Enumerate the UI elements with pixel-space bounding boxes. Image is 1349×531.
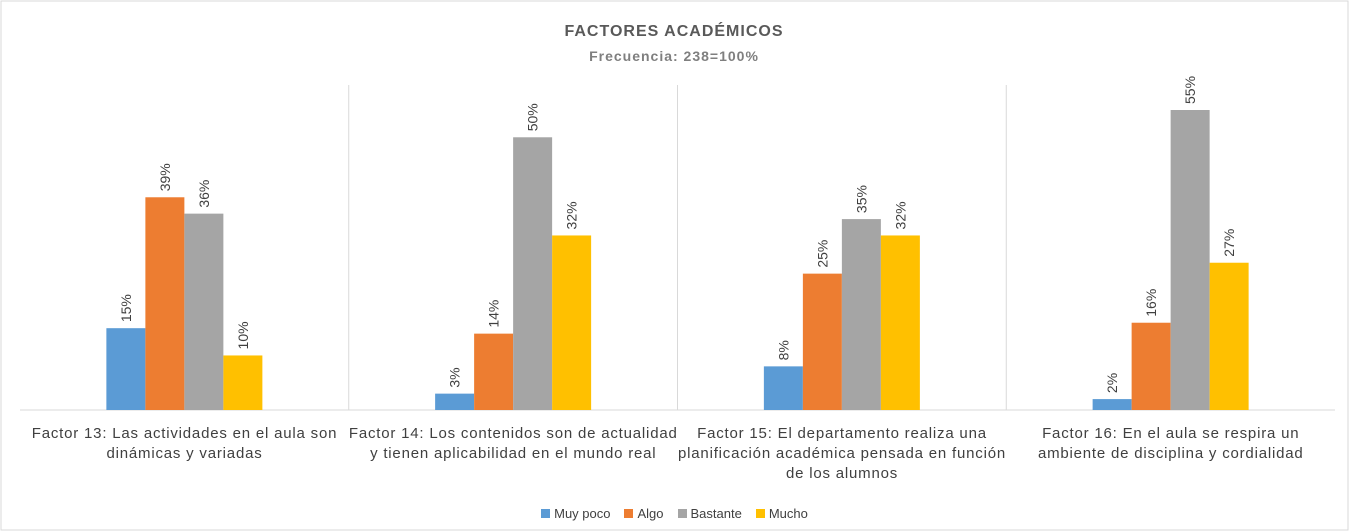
bar (1209, 262, 1249, 410)
bar (802, 273, 842, 410)
value-label: 32% (564, 201, 580, 229)
x-tick-label: Factor 16: En el aula se respira un ambi… (1037, 425, 1304, 462)
chart-title: FACTORES ACADÉMICOS (564, 21, 783, 40)
value-label: 14% (486, 300, 502, 328)
legend-swatch (755, 509, 765, 518)
x-tick-label: Factor 15: El departamento realiza una p… (678, 425, 1006, 482)
chart-subtitle: Frecuencia: 238=100% (589, 48, 759, 64)
legend-item: Bastante (677, 506, 742, 521)
x-tick-label: Factor 13: Las actividades en el aula so… (31, 425, 338, 462)
legend-swatch (541, 509, 551, 518)
legend-item: Mucho (755, 506, 808, 521)
legend-label: Muy poco (554, 506, 611, 521)
bar (435, 393, 475, 410)
value-label: 36% (196, 180, 212, 208)
bar (474, 333, 514, 410)
value-label: 16% (1143, 289, 1159, 317)
value-label: 39% (157, 163, 173, 191)
value-label: 25% (814, 240, 830, 268)
bar (763, 366, 803, 410)
legend-label: Mucho (768, 506, 808, 521)
legend-item: Algo (624, 506, 664, 521)
value-label: 27% (1221, 229, 1237, 257)
value-label: 50% (525, 103, 541, 131)
bar (1092, 399, 1132, 410)
bar (184, 213, 224, 410)
bar (880, 235, 920, 410)
bar (841, 219, 881, 410)
value-label: 55% (1182, 76, 1198, 104)
bar (1131, 322, 1171, 410)
legend-swatch (677, 509, 687, 518)
x-tick-label: Factor 14: Los contenidos son de actuali… (348, 425, 678, 462)
legend-item: Muy poco (541, 506, 610, 521)
bar (106, 328, 146, 410)
value-label: 35% (853, 185, 869, 213)
legend-label: Bastante (690, 506, 742, 521)
value-label: 10% (235, 321, 251, 349)
legend-swatch (624, 509, 634, 518)
value-label: 32% (892, 201, 908, 229)
bar (223, 355, 263, 410)
legend-label: Algo (637, 506, 664, 521)
legend: Muy poco Algo Bastante Mucho (0, 506, 1349, 521)
value-label: 8% (775, 340, 791, 360)
bar (1170, 110, 1210, 410)
bar (513, 137, 553, 411)
value-label: 3% (447, 367, 463, 387)
bar (552, 235, 592, 410)
value-label: 2% (1104, 373, 1120, 393)
value-label: 15% (118, 294, 134, 322)
bar (145, 197, 185, 410)
